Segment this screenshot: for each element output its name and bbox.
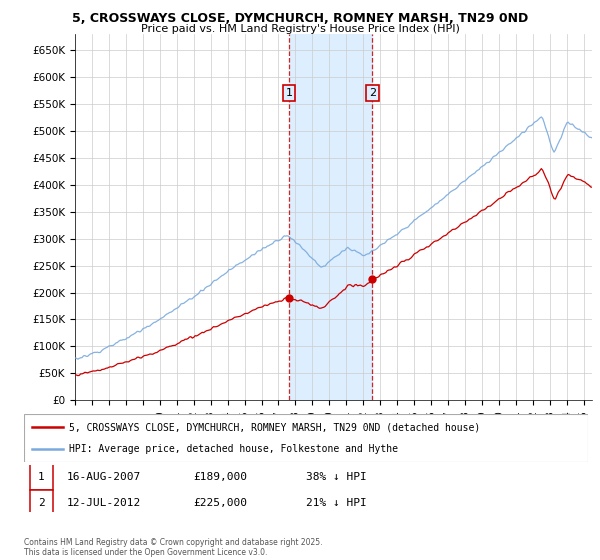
Text: 2: 2 — [369, 88, 376, 98]
Bar — [29, 490, 53, 516]
Bar — [29, 464, 53, 490]
Text: £189,000: £189,000 — [193, 472, 247, 482]
Text: 5, CROSSWAYS CLOSE, DYMCHURCH, ROMNEY MARSH, TN29 0ND (detached house): 5, CROSSWAYS CLOSE, DYMCHURCH, ROMNEY MA… — [69, 422, 481, 432]
Text: 1: 1 — [286, 88, 293, 98]
Text: 16-AUG-2007: 16-AUG-2007 — [66, 472, 140, 482]
Text: Price paid vs. HM Land Registry's House Price Index (HPI): Price paid vs. HM Land Registry's House … — [140, 24, 460, 34]
Text: 38% ↓ HPI: 38% ↓ HPI — [306, 472, 367, 482]
Text: 12-JUL-2012: 12-JUL-2012 — [66, 498, 140, 508]
Text: 5, CROSSWAYS CLOSE, DYMCHURCH, ROMNEY MARSH, TN29 0ND: 5, CROSSWAYS CLOSE, DYMCHURCH, ROMNEY MA… — [72, 12, 528, 25]
Text: HPI: Average price, detached house, Folkestone and Hythe: HPI: Average price, detached house, Folk… — [69, 444, 398, 454]
Text: 1: 1 — [38, 472, 45, 482]
Text: £225,000: £225,000 — [193, 498, 247, 508]
Text: Contains HM Land Registry data © Crown copyright and database right 2025.
This d: Contains HM Land Registry data © Crown c… — [24, 538, 323, 557]
Text: 2: 2 — [38, 498, 45, 508]
Text: 21% ↓ HPI: 21% ↓ HPI — [306, 498, 367, 508]
